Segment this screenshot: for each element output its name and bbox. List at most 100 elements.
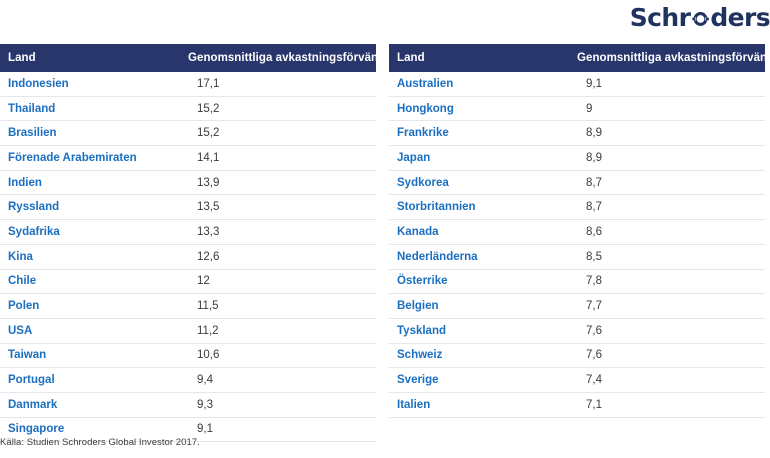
table-row: Brasilien 15,2 — [0, 120, 376, 147]
table-row: Sverige 7,4 — [389, 367, 765, 393]
cell-country: Brasilien — [0, 120, 188, 147]
cell-country: Japan — [389, 145, 577, 171]
cell-country: Indien — [0, 170, 188, 196]
table-header-row: Land Genomsnittliga avkastningsförväntni… — [389, 44, 770, 72]
cell-country: Portugal — [0, 367, 188, 393]
cell-value: 14,1 — [188, 145, 376, 171]
cell-country: Sydafrika — [0, 219, 188, 245]
brand-wordmark: Schr ders — [630, 5, 770, 30]
table-body-right: Australien 9,1 Hongkong 9 Frankrike 8,9 … — [389, 72, 765, 418]
cell-value: 13,3 — [188, 219, 376, 245]
table-row: Singapore 9,1 — [0, 417, 376, 443]
cell-country: Ryssland — [0, 194, 188, 221]
table-row: Thailand 15,2 — [0, 96, 376, 122]
column-header-country: Land — [0, 44, 188, 72]
cell-country: Tyskland — [389, 318, 577, 344]
table-row: USA 11,2 — [0, 318, 376, 344]
cell-country: Österrike — [389, 269, 577, 295]
table-row: Indien 13,9 — [0, 170, 376, 196]
cell-country: Förenade Arabemiraten — [0, 145, 188, 171]
cell-value: 7,7 — [577, 293, 765, 319]
table-header-right: Land Genomsnittliga avkastningsförväntni… — [389, 44, 770, 72]
cell-value: 7,6 — [577, 343, 765, 369]
cell-value: 8,7 — [577, 194, 765, 221]
cell-country: Indonesien — [0, 72, 188, 97]
brand-wordmark-part-1: Schr — [629, 2, 691, 32]
cell-value: 11,5 — [188, 293, 376, 319]
schroders-o-logomark-icon — [691, 8, 710, 27]
table-row: Schweiz 7,6 — [389, 343, 765, 369]
cell-country: Storbritannien — [389, 194, 577, 221]
column-header-expectations: Genomsnittliga avkastningsförväntningar — [188, 44, 417, 72]
cell-country: Italien — [389, 392, 577, 418]
table-row: Danmark 9,3 — [0, 392, 376, 418]
table-row: Italien 7,1 — [389, 392, 765, 418]
cell-value: 9 — [577, 96, 765, 122]
returns-table-right: Land Genomsnittliga avkastningsförväntni… — [389, 44, 770, 418]
cell-country: Schweiz — [389, 343, 577, 369]
cell-value: 8,9 — [577, 120, 765, 147]
returns-table-left: Land Genomsnittliga avkastningsförväntni… — [0, 44, 417, 443]
cell-country: Hongkong — [389, 96, 577, 122]
table-row: Chile 12 — [0, 269, 376, 295]
table-row: Taiwan 10,6 — [0, 343, 376, 369]
cell-value: 15,2 — [188, 120, 376, 147]
cell-value: 8,5 — [577, 244, 765, 270]
table-row: Polen 11,5 — [0, 293, 376, 319]
cell-value: 7,6 — [577, 318, 765, 344]
cell-value: 7,4 — [577, 367, 765, 393]
column-header-country: Land — [389, 44, 577, 72]
brand-wordmark-part-2: ders — [710, 2, 770, 32]
table-row: Storbritannien 8,7 — [389, 194, 765, 221]
cell-country: Kina — [0, 244, 188, 270]
table-panel-left: Land Genomsnittliga avkastningsförväntni… — [0, 44, 417, 443]
cell-country: Danmark — [0, 392, 188, 418]
table-row: Portugal 9,4 — [0, 367, 376, 393]
table-header-left: Land Genomsnittliga avkastningsförväntni… — [0, 44, 417, 72]
table-row: Kina 12,6 — [0, 244, 376, 270]
cell-value: 9,1 — [577, 72, 765, 97]
cell-value: 11,2 — [188, 318, 376, 344]
cell-value: 9,4 — [188, 367, 376, 393]
table-row: Sydkorea 8,7 — [389, 170, 765, 196]
column-header-expectations: Genomsnittliga avkastningsförväntningar — [577, 44, 770, 72]
table-row: Frankrike 8,9 — [389, 120, 765, 147]
cell-value: 8,9 — [577, 145, 765, 171]
cell-country: Australien — [389, 72, 577, 97]
table-row: Belgien 7,7 — [389, 293, 765, 319]
table-row: Indonesien 17,1 — [0, 72, 376, 97]
cell-value: 15,2 — [188, 96, 376, 122]
cell-value: 9,1 — [188, 417, 376, 443]
cell-value: 8,6 — [577, 219, 765, 245]
cell-country: USA — [0, 318, 188, 344]
cell-value: 7,1 — [577, 392, 765, 418]
table-row: Sydafrika 13,3 — [0, 219, 376, 245]
cell-value: 7,8 — [577, 269, 765, 295]
table-row: Nederländerna 8,5 — [389, 244, 765, 270]
cell-country: Belgien — [389, 293, 577, 319]
cell-country: Sydkorea — [389, 170, 577, 196]
cell-country: Singapore — [0, 417, 188, 443]
cell-value: 10,6 — [188, 343, 376, 369]
cell-value: 12,6 — [188, 244, 376, 270]
cell-country: Nederländerna — [389, 244, 577, 270]
table-header-row: Land Genomsnittliga avkastningsförväntni… — [0, 44, 417, 72]
cell-value: 17,1 — [188, 72, 376, 97]
table-row: Kanada 8,6 — [389, 219, 765, 245]
cell-value: 12 — [188, 269, 376, 295]
cell-country: Kanada — [389, 219, 577, 245]
brand-logo: Schr ders — [630, 2, 770, 32]
cell-country: Polen — [0, 293, 188, 319]
cell-country: Frankrike — [389, 120, 577, 147]
table-row: Australien 9,1 — [389, 72, 765, 97]
table-body-left: Indonesien 17,1 Thailand 15,2 Brasilien … — [0, 72, 376, 443]
cell-country: Sverige — [389, 367, 577, 393]
cell-country: Chile — [0, 269, 188, 295]
table-row: Tyskland 7,6 — [389, 318, 765, 344]
table-panel-right: Land Genomsnittliga avkastningsförväntni… — [389, 44, 770, 442]
table-row: Österrike 7,8 — [389, 269, 765, 295]
cell-value: 9,3 — [188, 392, 376, 418]
cell-value: 13,5 — [188, 194, 376, 221]
table-row: Hongkong 9 — [389, 96, 765, 122]
cell-country: Thailand — [0, 96, 188, 122]
